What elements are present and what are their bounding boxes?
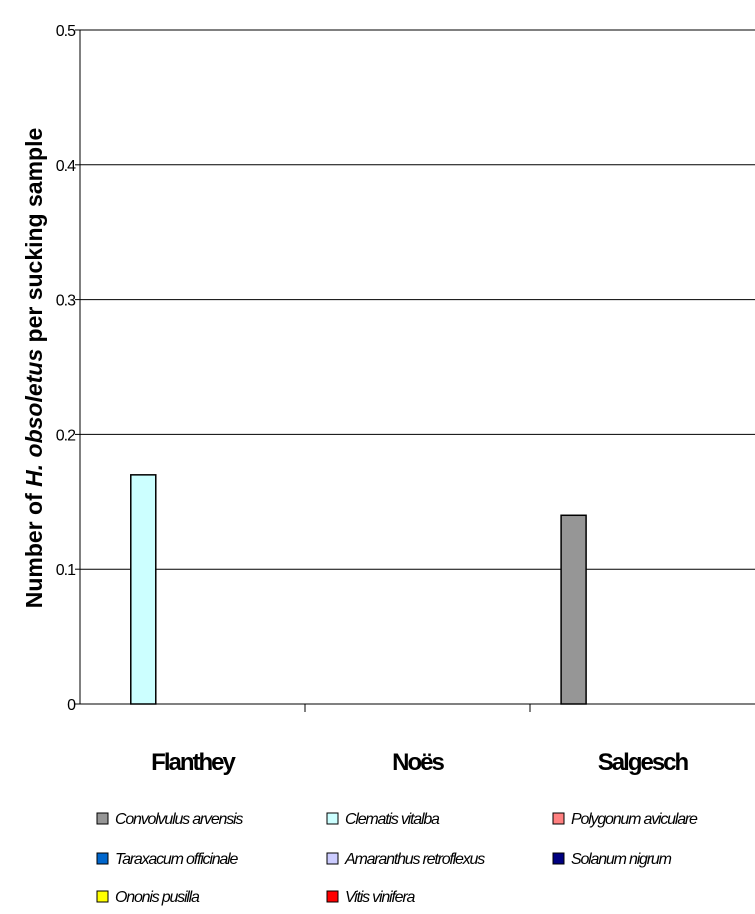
y-tick-label: 0 <box>67 697 76 714</box>
legend-label: Ononis pusilla <box>115 889 200 906</box>
y-axis-label: Number of H. obsoletus per sucking sampl… <box>21 128 47 609</box>
legend-label: Amaranthus retroflexus <box>344 851 485 868</box>
legend-label: Clematis vitalba <box>345 811 440 828</box>
bars <box>130 474 587 705</box>
bar <box>130 474 157 705</box>
legend-swatch <box>326 852 339 865</box>
legend-label: Polygonum aviculare <box>571 811 698 828</box>
legend-swatch <box>552 852 565 865</box>
x-category-label: Noës <box>392 749 444 776</box>
y-tick-labels: 0 0.1 0.2 0.3 0.4 0.5 <box>56 23 77 714</box>
y-axis-label-species: H. obsoletus <box>21 349 47 487</box>
gridlines <box>75 29 755 705</box>
legend-label: Taraxacum officinale <box>115 851 238 868</box>
x-category-labels: Flanthey Noës Salgesch <box>151 749 690 776</box>
legend-swatch <box>326 812 339 825</box>
legend-swatch <box>96 812 109 825</box>
legend-label: Vitis vinifera <box>345 889 415 906</box>
legend-swatch <box>326 890 339 903</box>
y-tick-label: 0.2 <box>56 427 76 444</box>
y-tick-label: 0.5 <box>56 23 76 40</box>
legend-label: Convolvulus arvensis <box>115 811 243 828</box>
legend-swatch <box>552 812 565 825</box>
axes <box>79 30 755 712</box>
legend-label: Solanum nigrum <box>571 851 672 868</box>
legend-swatch <box>96 852 109 865</box>
y-tick-label: 0.4 <box>56 158 76 175</box>
x-category-label: Salgesch <box>598 749 689 776</box>
y-axis-label-part-3: per sucking sample <box>21 128 47 349</box>
y-tick-label: 0.1 <box>56 562 76 579</box>
x-category-label: Flanthey <box>151 749 236 776</box>
bar <box>560 514 587 705</box>
y-axis-label-part-1: Number of <box>21 487 47 608</box>
y-tick-label: 0.3 <box>56 293 76 310</box>
legend-swatch <box>96 890 109 903</box>
legend: Convolvulus arvensis Clematis vitalba Poly… <box>96 811 699 906</box>
